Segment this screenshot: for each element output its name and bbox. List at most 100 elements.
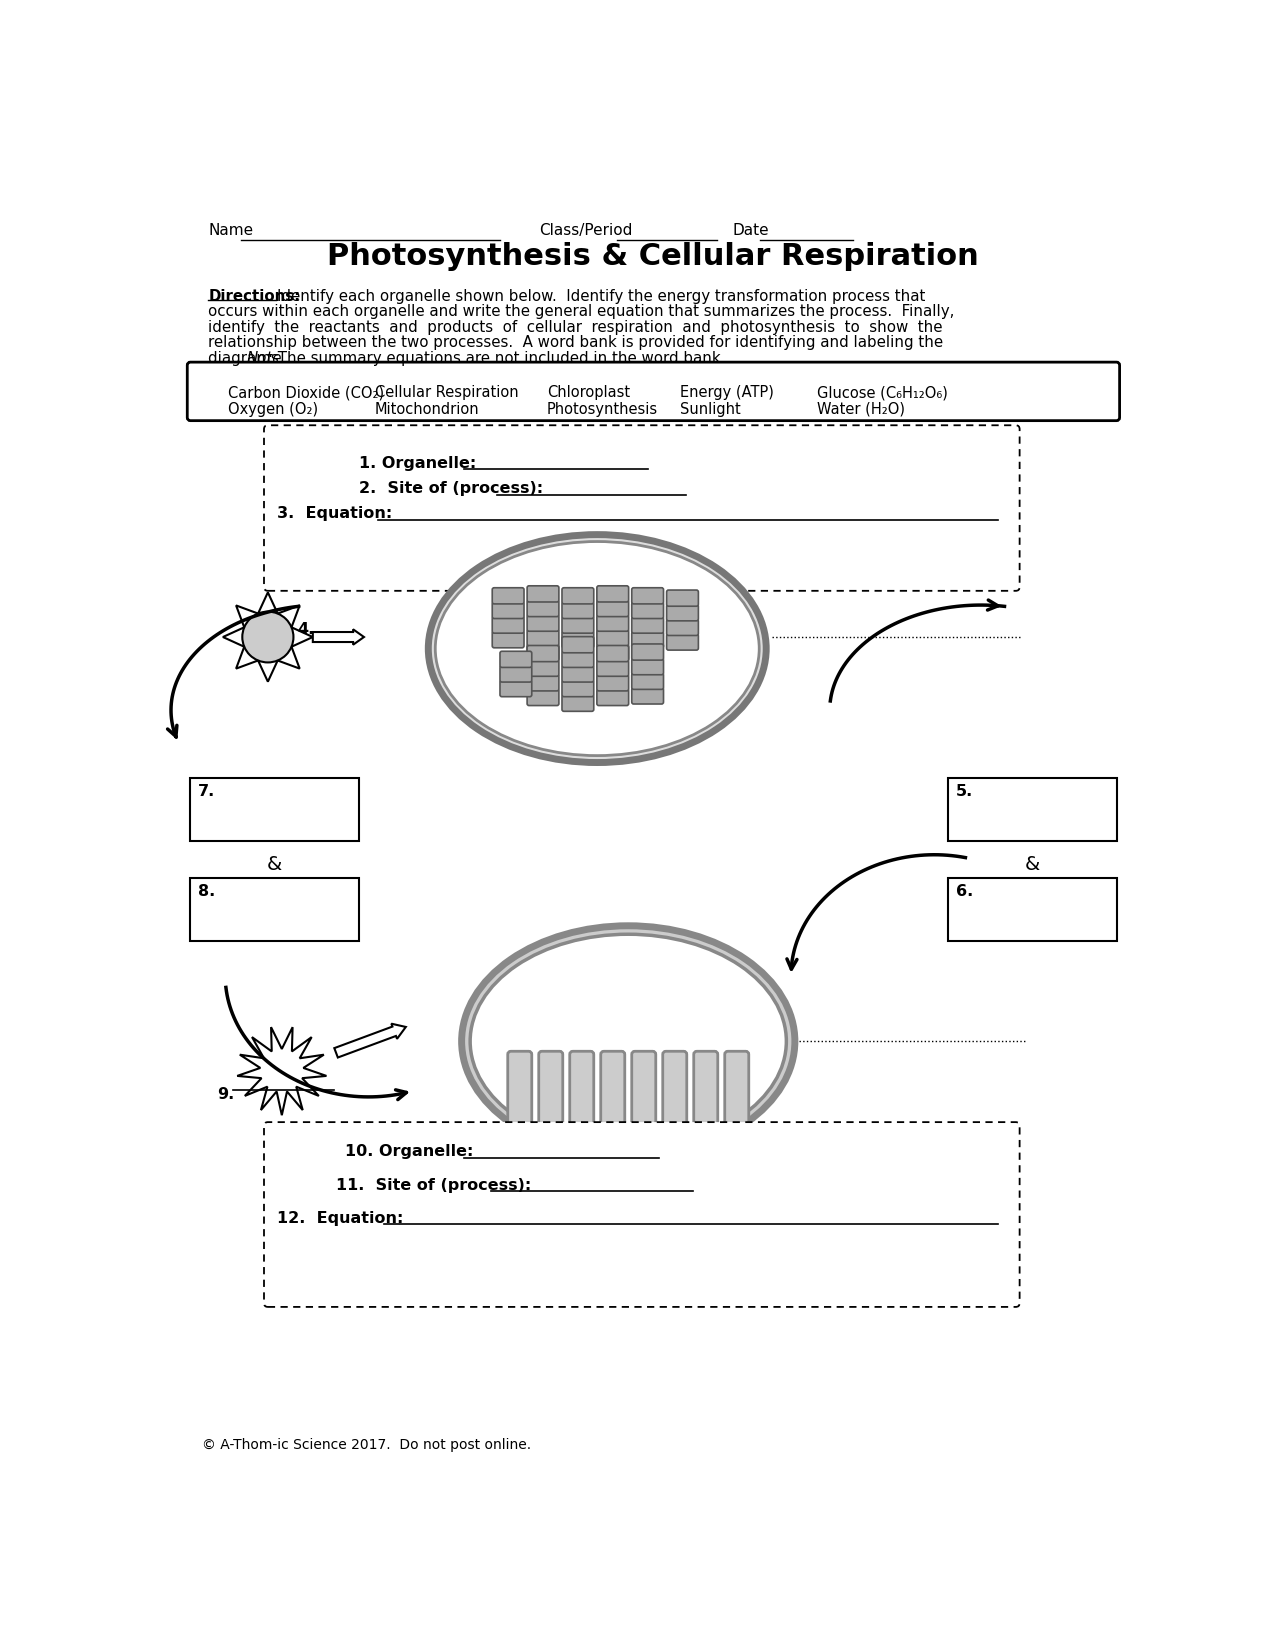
- FancyBboxPatch shape: [562, 632, 594, 647]
- Text: Mitochondrion: Mitochondrion: [375, 401, 479, 416]
- Ellipse shape: [428, 535, 766, 763]
- FancyBboxPatch shape: [500, 650, 532, 667]
- FancyBboxPatch shape: [562, 680, 594, 697]
- Bar: [190, 778, 360, 840]
- FancyBboxPatch shape: [527, 690, 558, 705]
- Bar: [190, 878, 360, 941]
- FancyBboxPatch shape: [631, 644, 663, 660]
- Text: 7.: 7.: [198, 784, 215, 799]
- Text: Identify each organelle shown below.  Identify the energy transformation process: Identify each organelle shown below. Ide…: [277, 289, 926, 304]
- FancyBboxPatch shape: [527, 646, 558, 662]
- Text: 4.: 4.: [297, 622, 315, 637]
- FancyBboxPatch shape: [562, 617, 594, 634]
- Polygon shape: [223, 593, 312, 682]
- FancyBboxPatch shape: [570, 1052, 594, 1138]
- FancyBboxPatch shape: [527, 629, 558, 646]
- FancyBboxPatch shape: [264, 1123, 1020, 1308]
- FancyBboxPatch shape: [631, 603, 663, 619]
- Text: Directions:: Directions:: [208, 289, 301, 304]
- FancyBboxPatch shape: [597, 644, 629, 660]
- FancyBboxPatch shape: [492, 617, 524, 634]
- Text: Photosynthesis & Cellular Respiration: Photosynthesis & Cellular Respiration: [328, 243, 979, 271]
- FancyBboxPatch shape: [597, 586, 629, 603]
- Text: 8.: 8.: [198, 885, 215, 900]
- FancyBboxPatch shape: [500, 665, 532, 682]
- FancyBboxPatch shape: [597, 690, 629, 705]
- Text: 1. Organelle:: 1. Organelle:: [360, 456, 477, 471]
- Text: 5.: 5.: [956, 784, 973, 799]
- Ellipse shape: [470, 934, 787, 1149]
- FancyBboxPatch shape: [631, 674, 663, 690]
- FancyBboxPatch shape: [694, 1052, 718, 1138]
- Text: Sunlight: Sunlight: [680, 401, 741, 416]
- FancyBboxPatch shape: [597, 601, 629, 616]
- FancyBboxPatch shape: [597, 660, 629, 677]
- FancyBboxPatch shape: [500, 680, 532, 697]
- Text: : The summary equations are not included in the word bank.: : The summary equations are not included…: [268, 350, 725, 365]
- FancyBboxPatch shape: [597, 675, 629, 690]
- Text: Date: Date: [733, 223, 770, 238]
- Text: Photosynthesis: Photosynthesis: [547, 401, 658, 416]
- Text: 12.  Equation:: 12. Equation:: [277, 1210, 404, 1225]
- Text: Energy (ATP): Energy (ATP): [680, 385, 774, 401]
- FancyBboxPatch shape: [562, 665, 594, 682]
- Text: Cellular Respiration: Cellular Respiration: [375, 385, 519, 401]
- Text: Carbon Dioxide (CO₂): Carbon Dioxide (CO₂): [227, 385, 384, 401]
- FancyBboxPatch shape: [667, 619, 699, 636]
- FancyBboxPatch shape: [667, 604, 699, 621]
- Text: Chloroplast: Chloroplast: [547, 385, 630, 401]
- FancyBboxPatch shape: [631, 588, 663, 604]
- FancyArrow shape: [312, 629, 363, 646]
- FancyBboxPatch shape: [597, 616, 629, 631]
- FancyBboxPatch shape: [527, 616, 558, 631]
- Text: 11.  Site of (process):: 11. Site of (process):: [337, 1177, 532, 1192]
- FancyBboxPatch shape: [663, 1052, 687, 1138]
- FancyBboxPatch shape: [187, 362, 1119, 421]
- FancyBboxPatch shape: [562, 637, 594, 652]
- FancyBboxPatch shape: [724, 1052, 748, 1138]
- Text: Class/Period: Class/Period: [539, 223, 632, 238]
- FancyBboxPatch shape: [597, 646, 629, 662]
- Text: occurs within each organelle and write the general equation that summarizes the : occurs within each organelle and write t…: [208, 304, 955, 319]
- Text: 6.: 6.: [956, 885, 973, 900]
- Text: 3.  Equation:: 3. Equation:: [277, 507, 393, 522]
- FancyBboxPatch shape: [527, 601, 558, 616]
- Bar: [949, 878, 1117, 941]
- FancyBboxPatch shape: [562, 588, 594, 604]
- FancyBboxPatch shape: [562, 603, 594, 619]
- Ellipse shape: [462, 926, 794, 1157]
- Text: 9.: 9.: [218, 1088, 235, 1103]
- Text: Oxygen (O₂): Oxygen (O₂): [227, 401, 317, 416]
- Text: &: &: [268, 855, 283, 873]
- FancyBboxPatch shape: [507, 1052, 532, 1138]
- Text: Water (H₂O): Water (H₂O): [816, 401, 904, 416]
- FancyBboxPatch shape: [492, 588, 524, 604]
- Text: relationship between the two processes.  A word bank is provided for identifying: relationship between the two processes. …: [208, 335, 944, 350]
- FancyBboxPatch shape: [492, 632, 524, 647]
- FancyBboxPatch shape: [527, 675, 558, 690]
- FancyBboxPatch shape: [527, 644, 558, 660]
- FancyBboxPatch shape: [539, 1052, 562, 1138]
- FancyBboxPatch shape: [631, 688, 663, 703]
- FancyBboxPatch shape: [601, 1052, 625, 1138]
- FancyBboxPatch shape: [562, 695, 594, 712]
- FancyBboxPatch shape: [631, 659, 663, 675]
- FancyBboxPatch shape: [667, 589, 699, 606]
- FancyBboxPatch shape: [264, 426, 1020, 591]
- Bar: [949, 778, 1117, 840]
- Text: diagrams.: diagrams.: [208, 350, 293, 365]
- FancyBboxPatch shape: [597, 629, 629, 646]
- FancyBboxPatch shape: [527, 660, 558, 677]
- Text: © A-Thom-ic Science 2017.  Do not post online.: © A-Thom-ic Science 2017. Do not post on…: [201, 1438, 532, 1451]
- FancyBboxPatch shape: [527, 586, 558, 603]
- FancyBboxPatch shape: [492, 603, 524, 619]
- Text: Glucose (C₆H₁₂O₆): Glucose (C₆H₁₂O₆): [816, 385, 947, 401]
- FancyBboxPatch shape: [667, 634, 699, 650]
- Text: Note: Note: [246, 350, 282, 365]
- Ellipse shape: [435, 542, 759, 756]
- Text: identify  the  reactants  and  products  of  cellular  respiration  and  photosy: identify the reactants and products of c…: [208, 320, 942, 335]
- FancyArrow shape: [334, 1024, 405, 1058]
- Text: Name: Name: [208, 223, 254, 238]
- Text: 10. Organelle:: 10. Organelle:: [346, 1144, 474, 1159]
- FancyBboxPatch shape: [631, 1052, 655, 1138]
